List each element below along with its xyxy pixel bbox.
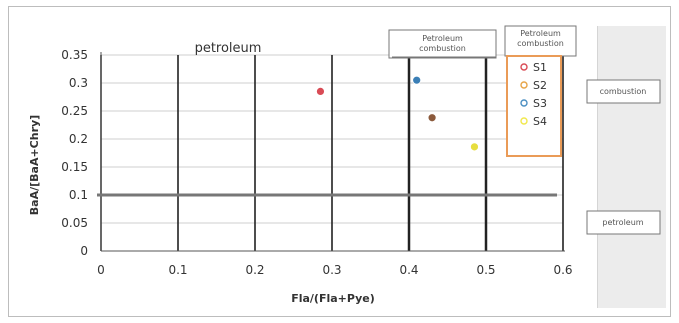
x-tick-label-1: 0.1 bbox=[168, 263, 187, 277]
y-tick-label-3: 0.15 bbox=[61, 160, 88, 174]
legend-box bbox=[506, 55, 562, 157]
annotation-box-petroleum-combustion-1: Petroleum combustion bbox=[388, 29, 497, 59]
annotation-text-combustion: combustion bbox=[600, 87, 647, 96]
legend-label-s2: S2 bbox=[533, 79, 547, 92]
annotation-box-petroleum-right: petroleum bbox=[586, 210, 661, 235]
legend-marker-s2 bbox=[520, 81, 528, 89]
data-point-s4 bbox=[470, 142, 479, 152]
y-axis-title: BaA/[BaA+Chry] bbox=[28, 115, 41, 215]
annotation-text-petroleum-right: petroleum bbox=[602, 218, 643, 227]
y-tick-label-4: 0.2 bbox=[69, 132, 88, 146]
annotation-text-petroleum-combustion-2: Petroleum combustion bbox=[517, 29, 564, 48]
y-tick-label-2: 0.1 bbox=[69, 188, 88, 202]
x-tick-label-6: 0.6 bbox=[553, 263, 572, 277]
points-layer bbox=[316, 75, 479, 152]
x-tick-label-3: 0.3 bbox=[322, 263, 341, 277]
legend-marker-s1 bbox=[520, 63, 528, 71]
legend-marker-s4 bbox=[520, 117, 528, 125]
legend: S1 S2 S3 S4 bbox=[506, 55, 562, 157]
grid-layer bbox=[97, 52, 565, 252]
legend-label-s1: S1 bbox=[533, 61, 547, 74]
x-axis-title: Fla/(Fla+Pye) bbox=[291, 292, 375, 305]
right-side-panel bbox=[597, 26, 666, 308]
x-tick-label-5: 0.5 bbox=[476, 263, 495, 277]
legend-label-s3: S3 bbox=[533, 97, 547, 110]
y-tick-label-7: 0.35 bbox=[61, 48, 88, 62]
y-tick-label-5: 0.25 bbox=[61, 104, 88, 118]
annotation-text-petroleum-combustion-1: Petroleum combustion bbox=[419, 34, 466, 53]
y-tick-label-0: 0 bbox=[80, 244, 88, 258]
x-tick-label-4: 0.4 bbox=[399, 263, 418, 277]
legend-label-s4: S4 bbox=[533, 115, 547, 128]
x-tick-label-2: 0.2 bbox=[245, 263, 264, 277]
annotation-petroleum-top: petroleum bbox=[195, 41, 262, 56]
legend-marker-s3 bbox=[520, 99, 528, 107]
annotation-box-petroleum-combustion-2: Petroleum combustion bbox=[504, 25, 577, 57]
y-tick-label-6: 0.3 bbox=[69, 76, 88, 90]
data-point-s1 bbox=[316, 87, 325, 96]
x-tick-label-0: 0 bbox=[97, 263, 105, 277]
data-point-s2 bbox=[427, 113, 437, 123]
annotation-box-combustion: combustion bbox=[586, 79, 661, 104]
ticks-layer: 0 0.05 0.1 0.15 0.2 0.25 0.3 0.35 0 0.1 0.2 0.3 0.4 0… bbox=[61, 48, 572, 277]
data-point-s3 bbox=[412, 75, 422, 85]
y-tick-label-1: 0.05 bbox=[61, 216, 88, 230]
